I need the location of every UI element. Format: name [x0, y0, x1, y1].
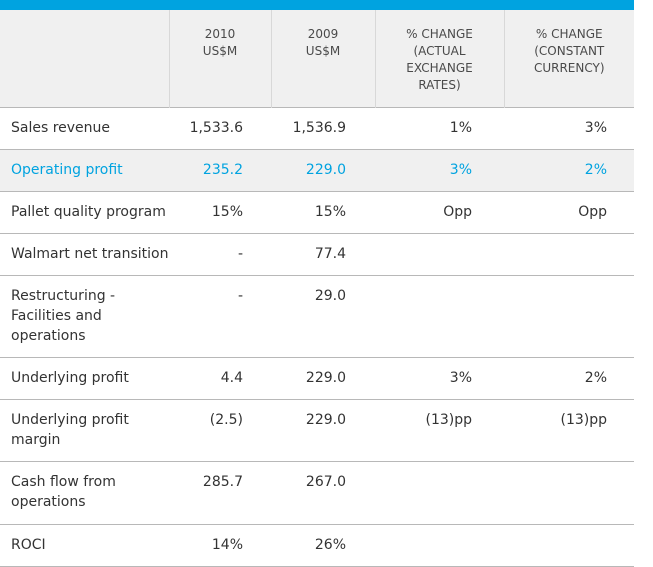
cell-2010: 285.7	[202, 473, 243, 490]
cell-2009: 77.4	[314, 245, 346, 262]
cell-pct-actual	[375, 524, 504, 566]
table-header-row: 2010 US$M 2009 US$M % CHANGE (ACTUAL EXC…	[0, 10, 634, 107]
cell-pct-constant	[504, 275, 634, 357]
table-row-underlying-profit-margin: Underlying profit margin (2.5) 229.0 (13…	[0, 399, 634, 461]
cell-pct-actual: 3%	[449, 369, 472, 386]
cell-2009: 229.0	[305, 369, 346, 386]
row-label: Walmart net transition	[11, 245, 169, 262]
cell-pct-actual: 1%	[449, 119, 472, 136]
table-row-roci: ROCI 14% 26%	[0, 524, 634, 566]
cell-pct-constant	[504, 233, 634, 275]
row-label: ROCI	[11, 536, 46, 553]
cell-2009: 229.0	[305, 161, 346, 178]
header-pct-change-actual: % CHANGE (ACTUAL EXCHANGE RATES)	[374, 10, 504, 107]
cell-2009: 229.0	[305, 411, 346, 428]
financial-summary-table: 2010 US$M 2009 US$M % CHANGE (ACTUAL EXC…	[0, 10, 634, 567]
cell-pct-actual: Opp	[443, 203, 472, 220]
header-2009: 2009 US$M	[270, 10, 375, 107]
header-label-column	[0, 10, 169, 107]
accent-top-bar	[0, 0, 634, 10]
row-label-line: Restructuring -	[11, 287, 116, 304]
cell-pct-constant: Opp	[578, 203, 607, 220]
cell-2010: (2.5)	[209, 411, 243, 428]
cell-2010: 235.2	[202, 161, 243, 178]
cell-pct-constant	[504, 524, 634, 566]
cell-pct-actual: 3%	[449, 161, 472, 178]
table-row-sales-revenue: Sales revenue 1,533.6 1,536.9 1% 3%	[0, 107, 634, 149]
table-row-walmart-net-transition: Walmart net transition - 77.4	[0, 233, 634, 275]
table-row-pallet-quality-program: Pallet quality program 15% 15% Opp Opp	[0, 191, 634, 233]
table-row-operating-profit: Operating profit 235.2 229.0 3% 2%	[0, 149, 634, 191]
row-label-line: Cash flow from	[11, 473, 116, 490]
cell-pct-actual	[375, 461, 504, 524]
cell-pct-constant: 3%	[584, 119, 607, 136]
cell-2010: -	[237, 287, 243, 304]
header-2010: 2010 US$M	[168, 10, 271, 107]
table-row-restructuring: Restructuring - Facilities and operation…	[0, 275, 634, 357]
row-label: Cash flow from operations	[0, 461, 169, 524]
header-pct-change-constant: % CHANGE (CONSTANT CURRENCY)	[503, 10, 634, 107]
row-label: Restructuring - Facilities and operation…	[0, 275, 169, 357]
cell-pct-actual	[375, 233, 504, 275]
row-label-line: Facilities and operations	[11, 307, 102, 344]
cell-pct-constant: 2%	[584, 161, 607, 178]
cell-pct-actual	[375, 275, 504, 357]
row-label: Pallet quality program	[11, 203, 166, 220]
cell-2009: 267.0	[305, 473, 346, 490]
row-label-line: operations	[11, 493, 86, 510]
cell-2010: 14%	[211, 536, 243, 553]
cell-pct-constant	[504, 461, 634, 524]
table-row-cash-flow: Cash flow from operations 285.7 267.0	[0, 461, 634, 524]
cell-pct-actual: (13)pp	[425, 411, 472, 428]
cell-2010: 1,533.6	[189, 119, 243, 136]
row-label: Underlying profit	[11, 369, 129, 386]
cell-pct-constant: (13)pp	[560, 411, 607, 428]
cell-2010: 4.4	[220, 369, 243, 386]
cell-2009: 29.0	[314, 287, 346, 304]
cell-2010: 15%	[211, 203, 243, 220]
row-label: Operating profit	[11, 161, 123, 178]
row-label: Sales revenue	[11, 119, 111, 136]
cell-2009: 1,536.9	[292, 119, 346, 136]
row-label: Underlying profit margin	[11, 411, 129, 448]
cell-2009: 15%	[314, 203, 346, 220]
table-row-underlying-profit: Underlying profit 4.4 229.0 3% 2%	[0, 357, 634, 399]
cell-2010: -	[237, 245, 243, 262]
cell-2009: 26%	[314, 536, 346, 553]
cell-pct-constant: 2%	[584, 369, 607, 386]
